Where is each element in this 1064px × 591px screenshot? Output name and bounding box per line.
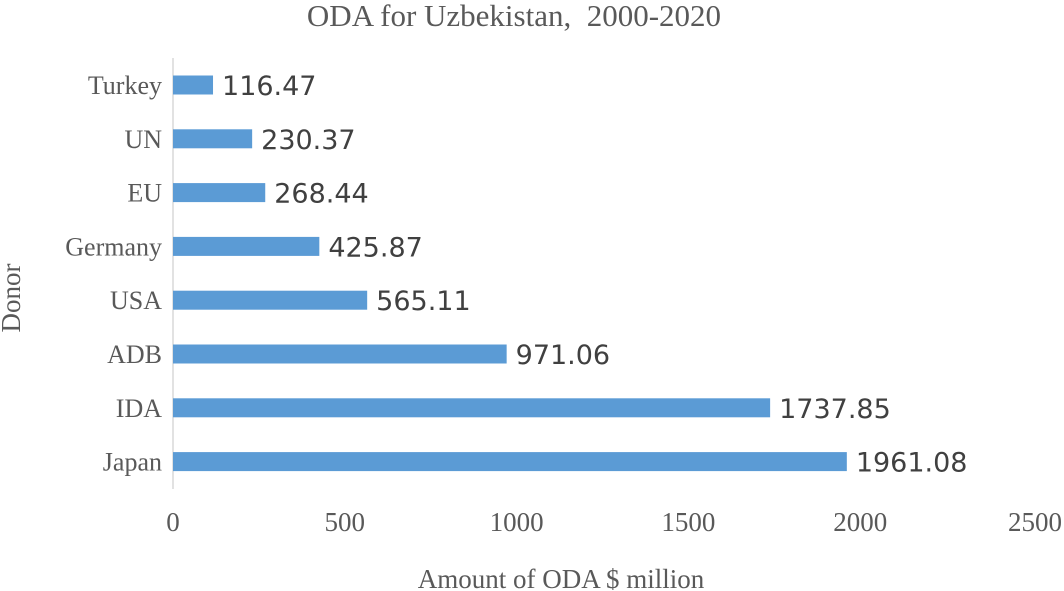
data-label-adb: 971.06 (516, 340, 610, 371)
category-label-usa: USA (110, 286, 162, 315)
bar-usa (173, 290, 368, 310)
category-label-germany: Germany (65, 232, 162, 261)
category-label-ida: IDA (116, 394, 162, 423)
bar-japan (173, 452, 847, 472)
bars-group (173, 75, 847, 472)
x-tick-label-1000: 1000 (490, 507, 544, 537)
bar-un (173, 129, 253, 149)
category-label-adb: ADB (107, 340, 162, 369)
data-label-un: 230.37 (261, 125, 355, 156)
data-label-turkey: 116.47 (222, 71, 316, 102)
bar-adb (173, 344, 507, 364)
bar-ida (173, 398, 771, 418)
chart-title: ODA for Uzbekistan, 2000-2020 (307, 0, 721, 33)
data-label-germany: 425.87 (328, 232, 422, 263)
bar-eu (173, 183, 266, 203)
category-label-un: UN (124, 125, 162, 154)
x-tick-label-500: 500 (325, 507, 366, 537)
data-label-eu: 268.44 (274, 179, 368, 210)
x-tick-label-2000: 2000 (833, 507, 887, 537)
category-label-eu: EU (127, 179, 162, 208)
data-labels-group: 116.47 230.37 268.44 425.87 565.11 971.06 1737… (222, 71, 967, 479)
x-tick-label-1500: 1500 (661, 507, 715, 537)
bar-turkey (173, 75, 214, 95)
data-label-ida: 1737.85 (779, 394, 891, 425)
x-tick-labels-group: 0 500 1000 1500 2000 2500 (166, 507, 1062, 537)
data-label-usa: 565.11 (376, 286, 470, 317)
category-label-turkey: Turkey (88, 71, 162, 100)
x-axis-title: Amount of ODA $ million (418, 564, 705, 591)
bar-germany (173, 236, 320, 256)
data-label-japan: 1961.08 (856, 448, 968, 479)
y-axis-title: Donor (0, 264, 26, 333)
x-tick-label-0: 0 (166, 507, 180, 537)
category-labels-group: Turkey UN EU Germany USA ADB IDA Japan (65, 71, 162, 477)
category-label-japan: Japan (103, 448, 162, 477)
x-tick-label-2500: 2500 (1008, 507, 1062, 537)
